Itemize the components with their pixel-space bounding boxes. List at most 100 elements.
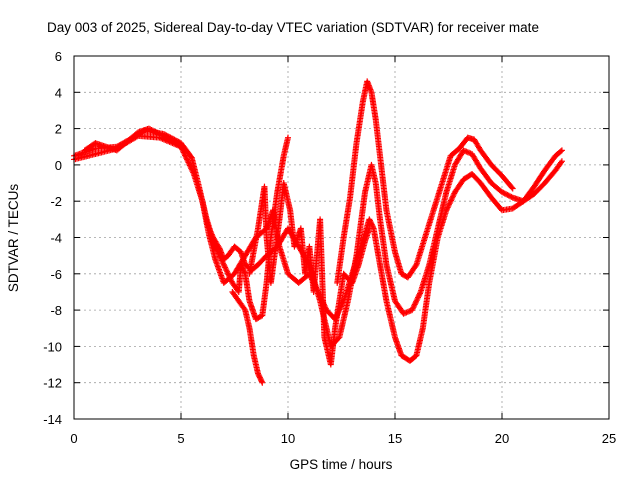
data-point [449,193,456,200]
data-point [416,291,423,298]
data-point [149,127,156,134]
data-point [366,225,373,232]
data-point [223,267,230,274]
y-tick-label: 4 [55,85,62,100]
data-point [447,198,454,205]
data-point [504,191,511,198]
data-point [215,244,222,251]
data-point [558,159,565,166]
data-point [285,134,291,141]
data-point [501,190,508,197]
y-tick-label: -12 [43,376,62,391]
data-point [160,133,167,140]
series-track-c [203,147,565,350]
data-point [157,131,164,138]
series-track-e [246,180,373,368]
data-point [508,193,515,200]
y-tick-label: -14 [43,412,62,427]
x-tick-label: 20 [495,431,509,446]
data-point [369,224,376,231]
data-point [220,260,227,267]
data-point [445,201,452,208]
data-point [258,378,265,385]
data-point [415,293,422,300]
data-point [152,129,159,136]
data-points [71,78,565,386]
x-tick-label: 15 [388,431,402,446]
data-point [151,128,158,135]
x-tick-label: 0 [70,431,77,446]
data-point [153,129,160,136]
data-point [221,263,228,270]
data-point [219,258,226,265]
data-point [448,196,455,203]
data-point [164,135,171,142]
data-point [187,153,194,160]
data-point [412,300,419,307]
data-point [508,184,515,191]
x-tick-label: 5 [177,431,184,446]
data-point [411,301,418,308]
y-tick-label: 0 [55,158,62,173]
data-point [178,143,184,150]
data-point [507,193,514,200]
series-track-g [81,125,184,154]
data-point [241,305,248,312]
y-tick-label: -10 [43,339,62,354]
data-point [409,307,416,314]
data-point [259,379,266,386]
data-point [412,262,419,269]
data-point [224,268,231,275]
data-point [411,302,418,309]
y-axis-label: SDTVAR / TECUs [6,184,21,293]
data-point [409,305,416,312]
x-tick-label: 25 [602,431,616,446]
data-point [500,189,507,196]
y-tick-label: -4 [50,231,62,246]
series-track-d [334,78,516,286]
data-point [557,148,564,155]
data-point [156,131,163,138]
data-point [449,194,456,201]
data-point [147,126,154,133]
data-point [148,126,155,133]
y-tick-label: -6 [50,267,62,282]
y-tick-label: -2 [50,194,62,209]
data-point [503,191,510,198]
data-point [222,265,229,272]
data-point [222,264,229,271]
data-point [159,132,166,139]
data-point [450,191,457,198]
y-tick-label: -8 [50,303,62,318]
data-point [499,189,505,196]
data-point [446,200,453,207]
data-point [415,294,422,301]
data-point [558,158,565,165]
y-tick-label: 2 [55,122,62,137]
series-track-f [229,288,266,386]
data-point [161,133,168,140]
data-point [220,261,227,268]
data-point [176,142,183,149]
data-point [413,298,420,305]
data-point [505,192,512,199]
data-point [410,304,417,311]
data-point [509,185,516,192]
x-axis-label: GPS time / hours [290,457,393,472]
y-tick-label: 6 [55,49,62,64]
data-point [414,295,421,302]
x-tick-label: 10 [281,431,295,446]
data-point [445,203,452,210]
data-point [558,147,565,154]
data-point [163,134,170,141]
data-point [447,197,454,204]
data-point [413,297,420,304]
data-point [241,269,248,276]
data-point [417,290,424,297]
chart-title: Day 003 of 2025, Sidereal Day-to-day VTE… [47,20,539,35]
data-point [145,125,152,132]
data-point [155,130,162,137]
